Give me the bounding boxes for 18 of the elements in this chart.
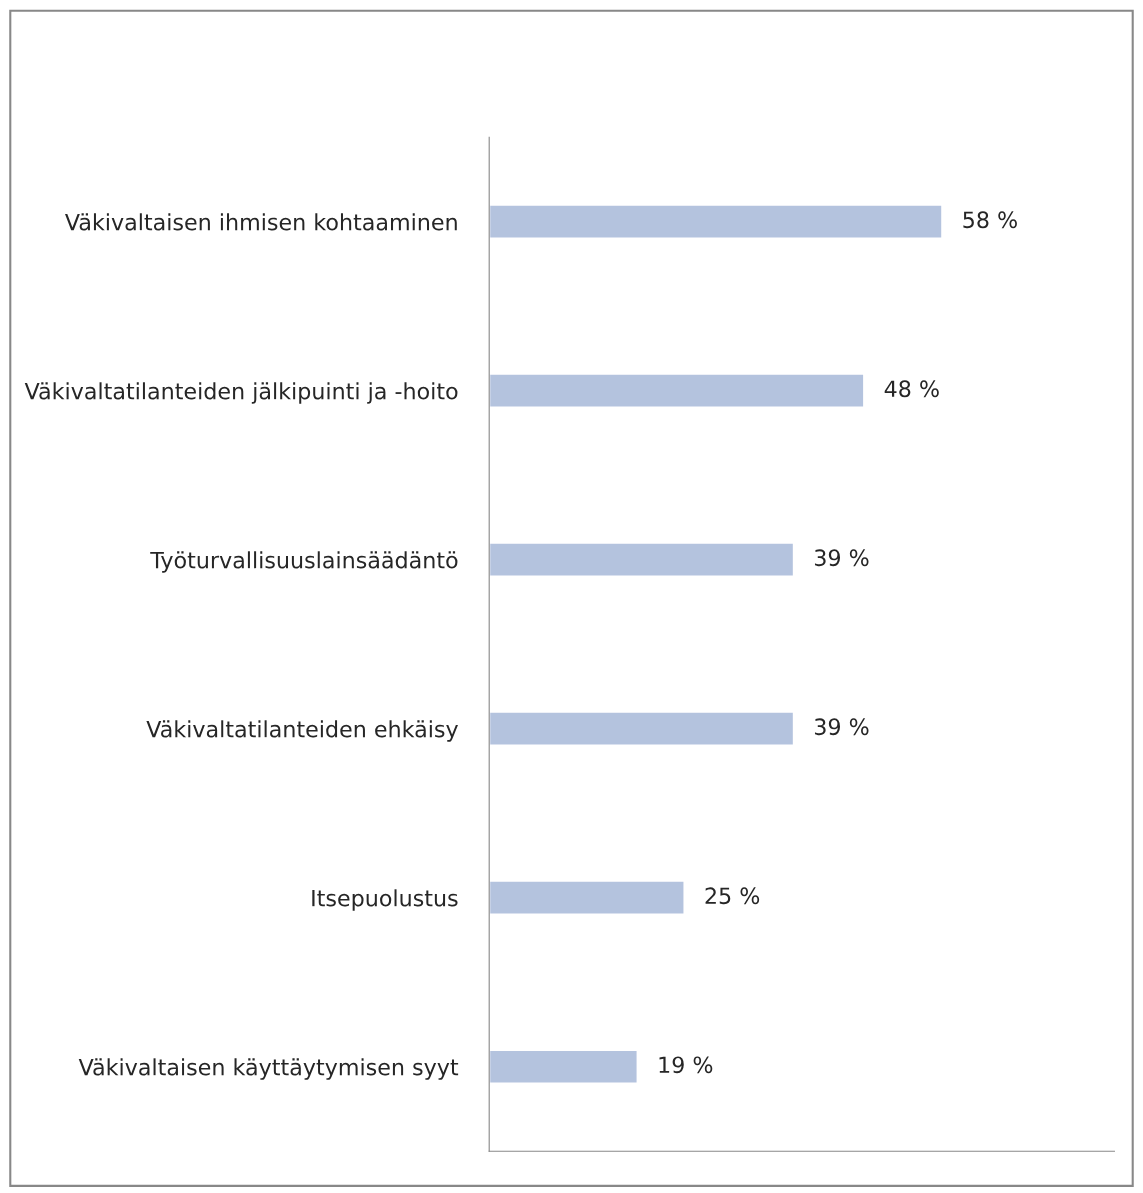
bar (489, 541, 795, 578)
y-tick-label: Väkivaltatilanteiden jälkipuinti ja -hoito (24, 382, 458, 404)
y-tick-label: Itsepuolustus (312, 889, 458, 911)
data-label: 25 % (705, 887, 760, 905)
bar (489, 879, 686, 916)
bar (489, 1048, 639, 1085)
bar (489, 372, 866, 409)
y-tick-label: Työturvallisuuslainsäädäntö (150, 551, 458, 573)
bar (489, 710, 795, 747)
data-label: 19 % (659, 1056, 713, 1074)
data-label: 39 % (814, 718, 869, 736)
y-tick-label: Väkivaltatilanteiden ehkäisy (146, 720, 458, 742)
bar (489, 203, 944, 240)
data-label: 58 % (963, 211, 1017, 229)
data-label: 48 % (884, 380, 939, 398)
y-tick-label: Väkivaltaisen ihmisen kohtaaminen (65, 213, 457, 231)
data-label: 39 % (814, 549, 869, 567)
y-tick-label: Väkivaltaisen käyttäytymisen syyt (78, 1058, 459, 1080)
